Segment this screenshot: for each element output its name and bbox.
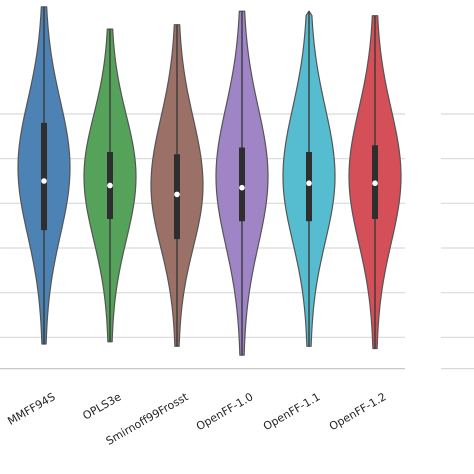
violin-mmff94s: [17, 6, 71, 345]
median-dot: [107, 182, 113, 189]
violin-opls3e: [83, 28, 137, 343]
x-tick-label: OpenFF-1.2: [327, 390, 388, 433]
iqr-box: [239, 147, 245, 222]
violin-openff-1.1: [282, 10, 336, 347]
violin-layer: [17, 6, 402, 356]
iqr-box: [41, 122, 47, 231]
median-dot: [174, 191, 180, 198]
x-tick-label: OpenFF-1.1: [261, 390, 322, 433]
x-tick-label: OPLS3e: [80, 390, 123, 422]
median-dot: [239, 184, 245, 191]
median-dot: [41, 178, 47, 184]
right-panel: [430, 0, 474, 474]
violin-smirnoff99frosst: [150, 24, 204, 347]
violin-openff-1.2: [348, 15, 402, 350]
violin-openff-1.0: [215, 10, 269, 356]
median-dot: [372, 180, 378, 187]
median-dot: [306, 180, 312, 187]
iqr-box: [306, 151, 312, 222]
x-tick-label: MMFF94S: [5, 390, 57, 428]
x-tick-label: OpenFF-1.0: [194, 390, 255, 433]
